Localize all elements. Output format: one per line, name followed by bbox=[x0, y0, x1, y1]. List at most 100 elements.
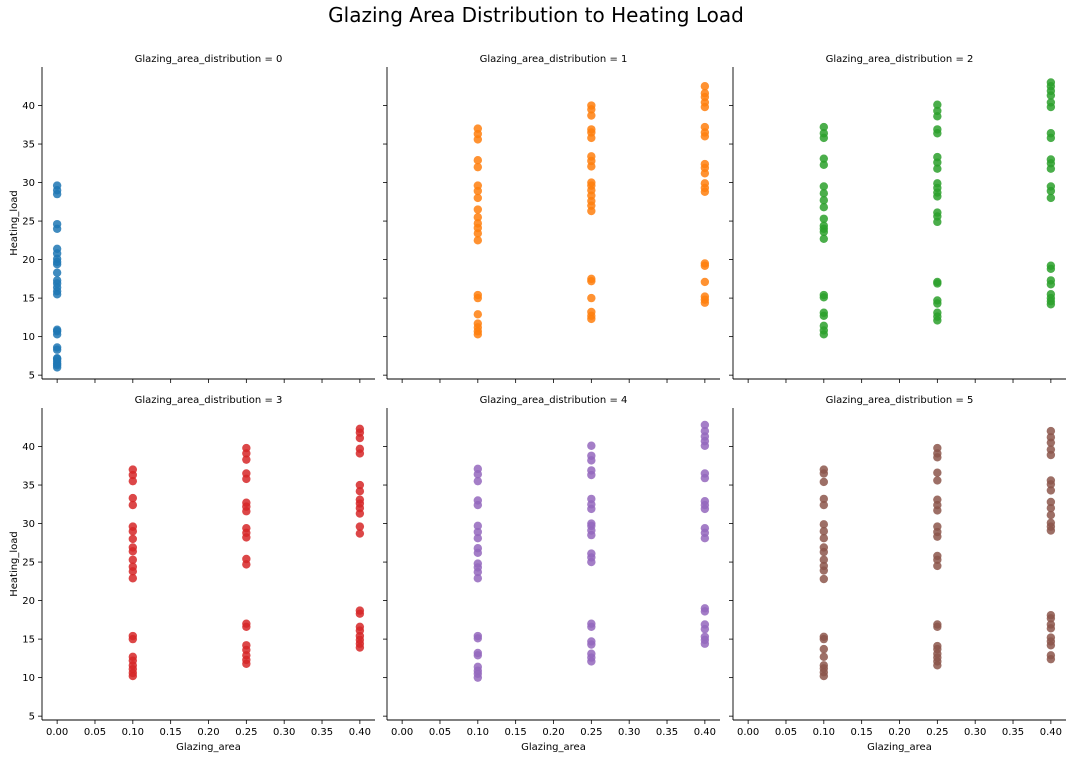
y-tick-label: 5 bbox=[29, 712, 35, 723]
data-point bbox=[700, 604, 710, 613]
data-point bbox=[587, 274, 596, 284]
data-point bbox=[242, 443, 251, 453]
data-point bbox=[587, 637, 596, 646]
data-point bbox=[700, 292, 710, 301]
data-point bbox=[52, 181, 62, 190]
data-point bbox=[587, 111, 596, 120]
data-point bbox=[700, 523, 710, 533]
data-point bbox=[128, 652, 138, 662]
data-point bbox=[819, 661, 829, 670]
data-point bbox=[587, 549, 596, 558]
data-point bbox=[473, 193, 483, 203]
x-tick-label: 0.40 bbox=[1040, 727, 1062, 738]
data-point bbox=[52, 325, 62, 334]
data-point bbox=[933, 125, 942, 134]
data-point bbox=[52, 219, 62, 229]
data-point bbox=[1046, 155, 1056, 164]
data-point bbox=[473, 476, 483, 486]
data-point bbox=[1046, 182, 1056, 191]
data-point bbox=[128, 574, 138, 583]
y-tick-label: 35 bbox=[22, 140, 35, 151]
panel-title: Glazing_area_distribution = 0 bbox=[135, 54, 283, 65]
y-tick-label: 25 bbox=[22, 558, 35, 569]
data-point bbox=[1046, 445, 1056, 454]
x-tick-label: 0.40 bbox=[694, 727, 716, 738]
data-point bbox=[1046, 611, 1056, 620]
data-point bbox=[819, 555, 829, 564]
data-point bbox=[933, 277, 942, 287]
data-point bbox=[473, 662, 483, 672]
data-point bbox=[355, 529, 365, 538]
data-point bbox=[819, 465, 829, 474]
panels-group: Glazing_area_distribution = 0 5 10 15 20 25 30… bbox=[9, 54, 1066, 753]
data-point bbox=[587, 125, 596, 134]
data-point bbox=[819, 527, 829, 536]
data-point bbox=[587, 451, 596, 460]
data-point bbox=[700, 82, 710, 91]
data-point bbox=[700, 179, 710, 188]
data-point bbox=[587, 619, 596, 628]
data-point bbox=[473, 496, 483, 505]
data-point bbox=[1046, 426, 1056, 436]
data-point bbox=[128, 534, 138, 544]
facet-panel-3: Glazing_area_distribution = 3 5 10 15 20 25 30… bbox=[9, 395, 375, 753]
data-point bbox=[355, 495, 365, 504]
data-point bbox=[128, 493, 138, 503]
data-point bbox=[933, 100, 942, 109]
data-point bbox=[587, 152, 596, 161]
data-point bbox=[128, 465, 138, 474]
data-point bbox=[473, 310, 483, 319]
data-point bbox=[473, 533, 483, 543]
y-tick-label: 5 bbox=[29, 371, 35, 382]
data-point bbox=[128, 631, 138, 641]
data-point bbox=[587, 293, 596, 303]
data-point bbox=[1046, 518, 1056, 527]
data-point bbox=[355, 424, 365, 433]
data-point bbox=[473, 290, 483, 300]
data-point bbox=[473, 219, 483, 228]
data-point bbox=[819, 574, 829, 584]
data-point bbox=[700, 159, 710, 169]
data-point bbox=[700, 88, 710, 98]
x-tick-label: 0.20 bbox=[888, 727, 910, 738]
data-point bbox=[473, 124, 483, 133]
data-point bbox=[355, 444, 365, 454]
data-point bbox=[933, 468, 942, 477]
data-point bbox=[819, 182, 829, 191]
y-tick-label: 35 bbox=[22, 481, 35, 492]
data-point bbox=[1046, 497, 1056, 507]
data-point bbox=[52, 268, 62, 277]
data-point bbox=[819, 214, 829, 223]
data-point bbox=[473, 213, 483, 222]
x-tick-label: 0.30 bbox=[618, 727, 640, 738]
data-point bbox=[819, 652, 829, 662]
data-point bbox=[355, 487, 365, 496]
data-point bbox=[1046, 261, 1056, 270]
x-tick-label: 0.40 bbox=[349, 727, 371, 738]
data-point bbox=[52, 276, 62, 285]
data-point bbox=[52, 343, 62, 352]
data-point bbox=[473, 236, 483, 245]
data-point bbox=[819, 122, 829, 132]
data-point bbox=[933, 620, 942, 629]
data-point bbox=[819, 308, 829, 317]
x-tick-label: 0.25 bbox=[926, 727, 948, 738]
data-point bbox=[473, 156, 483, 165]
data-point bbox=[128, 543, 138, 552]
data-point bbox=[819, 321, 829, 331]
data-point bbox=[933, 476, 942, 485]
data-point bbox=[242, 554, 251, 564]
data-point bbox=[700, 632, 710, 641]
data-point bbox=[587, 101, 596, 110]
data-point bbox=[473, 521, 483, 531]
y-tick-label: 30 bbox=[22, 519, 35, 530]
facet-panel-4: Glazing_area_distribution = 4 0.00 0.05 0.1… bbox=[383, 395, 720, 753]
data-point bbox=[1046, 129, 1056, 138]
x-tick-label: 0.30 bbox=[964, 727, 986, 738]
data-point bbox=[700, 420, 710, 430]
data-point bbox=[355, 606, 365, 615]
data-point bbox=[355, 522, 365, 531]
x-tick-label: 0.10 bbox=[467, 727, 489, 738]
panel-title: Glazing_area_distribution = 5 bbox=[826, 395, 974, 406]
data-point bbox=[819, 477, 829, 487]
